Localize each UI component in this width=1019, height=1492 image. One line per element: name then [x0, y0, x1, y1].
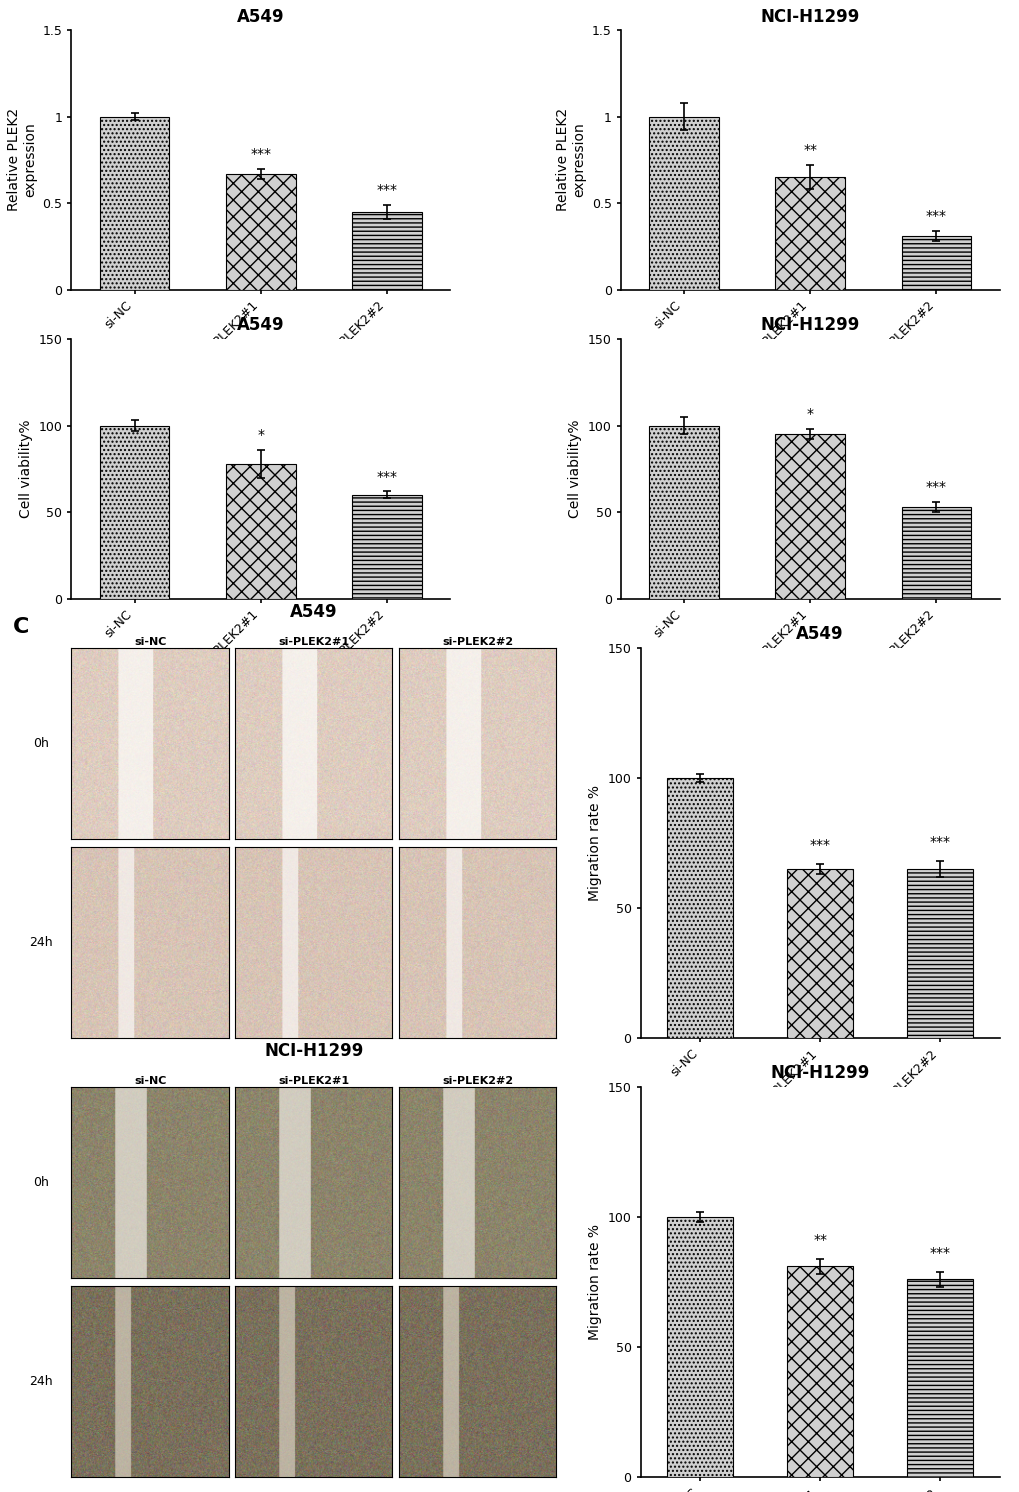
Text: ***: *** [376, 470, 397, 483]
Y-axis label: 0h: 0h [33, 737, 49, 750]
Bar [648, 116, 718, 289]
Text: ***: *** [925, 480, 946, 494]
Y-axis label: Migration rate %: Migration rate % [588, 785, 601, 901]
Y-axis label: Relative PLEK2
expression: Relative PLEK2 expression [6, 109, 37, 212]
Bar [901, 507, 970, 598]
Y-axis label: 24h: 24h [29, 1376, 53, 1388]
Title: NCI-H1299: NCI-H1299 [264, 1043, 363, 1061]
Y-axis label: 24h: 24h [29, 935, 53, 949]
Y-axis label: 0h: 0h [33, 1176, 49, 1189]
Title: NCI-H1299: NCI-H1299 [760, 7, 859, 25]
Y-axis label: Relative PLEK2
expression: Relative PLEK2 expression [555, 109, 586, 212]
Title: NCI-H1299: NCI-H1299 [769, 1064, 869, 1083]
Bar [226, 173, 296, 289]
Title: A549: A549 [236, 7, 284, 25]
Text: ***: *** [376, 184, 397, 197]
Y-axis label: Migration rate %: Migration rate % [588, 1223, 601, 1340]
Title: si-PLEK2#1: si-PLEK2#1 [278, 1076, 348, 1086]
Bar [906, 1279, 972, 1477]
Bar [666, 777, 733, 1038]
Bar [787, 1267, 852, 1477]
Bar [774, 434, 844, 598]
Title: NCI-H1299: NCI-H1299 [760, 316, 859, 334]
Title: si-PLEK2#2: si-PLEK2#2 [441, 637, 513, 648]
Bar [666, 1217, 733, 1477]
Y-axis label: Cell viability%: Cell viability% [19, 419, 33, 518]
Title: si-PLEK2#2: si-PLEK2#2 [441, 1076, 513, 1086]
Text: **: ** [802, 143, 816, 157]
Bar [100, 425, 169, 598]
Bar [648, 425, 718, 598]
Text: *: * [806, 407, 813, 421]
Text: ***: *** [928, 836, 950, 849]
Title: si-PLEK2#1: si-PLEK2#1 [278, 637, 348, 648]
Title: A549: A549 [796, 625, 843, 643]
Bar [787, 868, 852, 1038]
Bar [901, 236, 970, 289]
Title: si-NC: si-NC [133, 637, 166, 648]
Bar [352, 212, 422, 289]
Text: ***: *** [250, 146, 271, 161]
Bar [226, 464, 296, 598]
Title: si-NC: si-NC [133, 1076, 166, 1086]
Text: ***: *** [925, 209, 946, 224]
Text: ***: *** [928, 1246, 950, 1259]
Text: C: C [13, 616, 30, 637]
Y-axis label: Cell viability%: Cell viability% [568, 419, 582, 518]
Bar [906, 868, 972, 1038]
Bar [100, 116, 169, 289]
Title: A549: A549 [236, 316, 284, 334]
Bar [774, 178, 844, 289]
Text: ***: *** [809, 839, 829, 852]
Title: A549: A549 [289, 603, 337, 621]
Text: *: * [257, 428, 264, 442]
Text: **: ** [812, 1232, 826, 1247]
Bar [352, 495, 422, 598]
